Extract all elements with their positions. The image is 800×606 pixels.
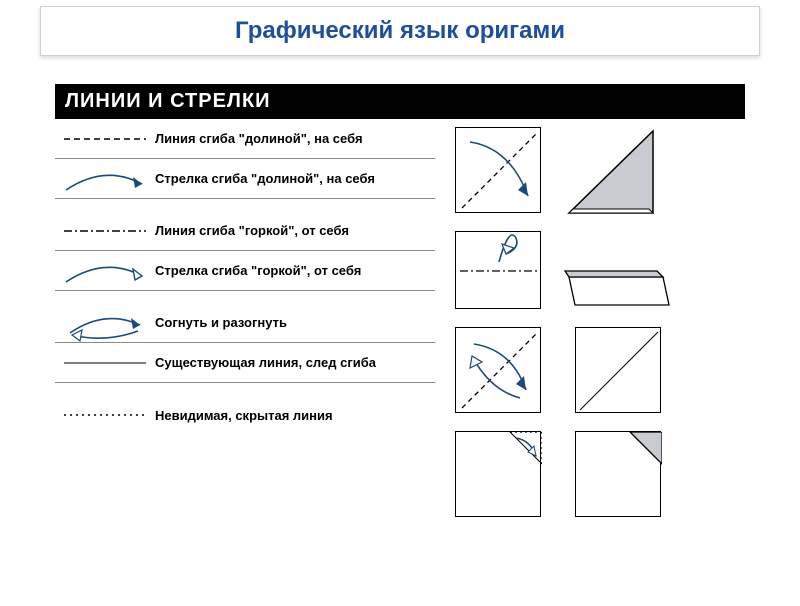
legend-row: Невидимая, скрытая линия [55,395,435,435]
symbol-arrow-foldunfold [55,303,155,343]
symbol-arrow-valley [55,159,155,199]
legend-label: Линия сгиба "горкой", от себя [155,223,349,238]
demo-hidden-result [575,431,661,517]
legend-label: Стрелка сгиба "горкой", от себя [155,263,361,278]
legend-row: Стрелка сгиба "долиной", на себя [55,159,435,199]
symbol-arrow-mountain [55,251,155,291]
demo-hidden-square [455,431,541,517]
legend-row: Существующая линия, след сгиба [55,343,435,383]
legend-row: Линия сгиба "долиной", на себя [55,119,435,159]
page-title: Графический язык оригами [235,17,565,44]
legend-label: Невидимая, скрытая линия [155,408,333,423]
legend-body: Линия сгиба "долиной", на себя Стрелка с… [55,119,745,435]
legend-label: Линия сгиба "долиной", на себя [155,131,363,146]
legend-row: Согнуть и разогнуть [55,303,435,343]
demo-valley-result [565,127,661,222]
legend-row: Линия сгиба "горкой", от себя [55,211,435,251]
legend-right [435,119,745,435]
legend-label: Согнуть и разогнуть [155,315,287,330]
symbol-dash-line [55,119,155,159]
demo-mountain-result [563,267,673,316]
title-bar: Графический язык оригами [40,6,760,56]
symbol-dotted-line [55,395,155,435]
legend-label: Существующая линия, след сгиба [155,355,376,370]
demo-foldunfold-square [455,327,541,413]
demo-crease-square [575,327,661,413]
legend-label: Стрелка сгиба "долиной", на себя [155,171,375,186]
legend-left: Линия сгиба "долиной", на себя Стрелка с… [55,119,435,435]
demo-mountain-square [455,231,541,309]
symbol-solid-thin [55,343,155,383]
demo-valley-square [455,127,541,213]
legend: ЛИНИИ И СТРЕЛКИ Линия сгиба "долиной", н… [55,84,745,435]
legend-row: Стрелка сгиба "горкой", от себя [55,251,435,291]
section-header: ЛИНИИ И СТРЕЛКИ [55,84,745,119]
symbol-dashdot-line [55,211,155,251]
